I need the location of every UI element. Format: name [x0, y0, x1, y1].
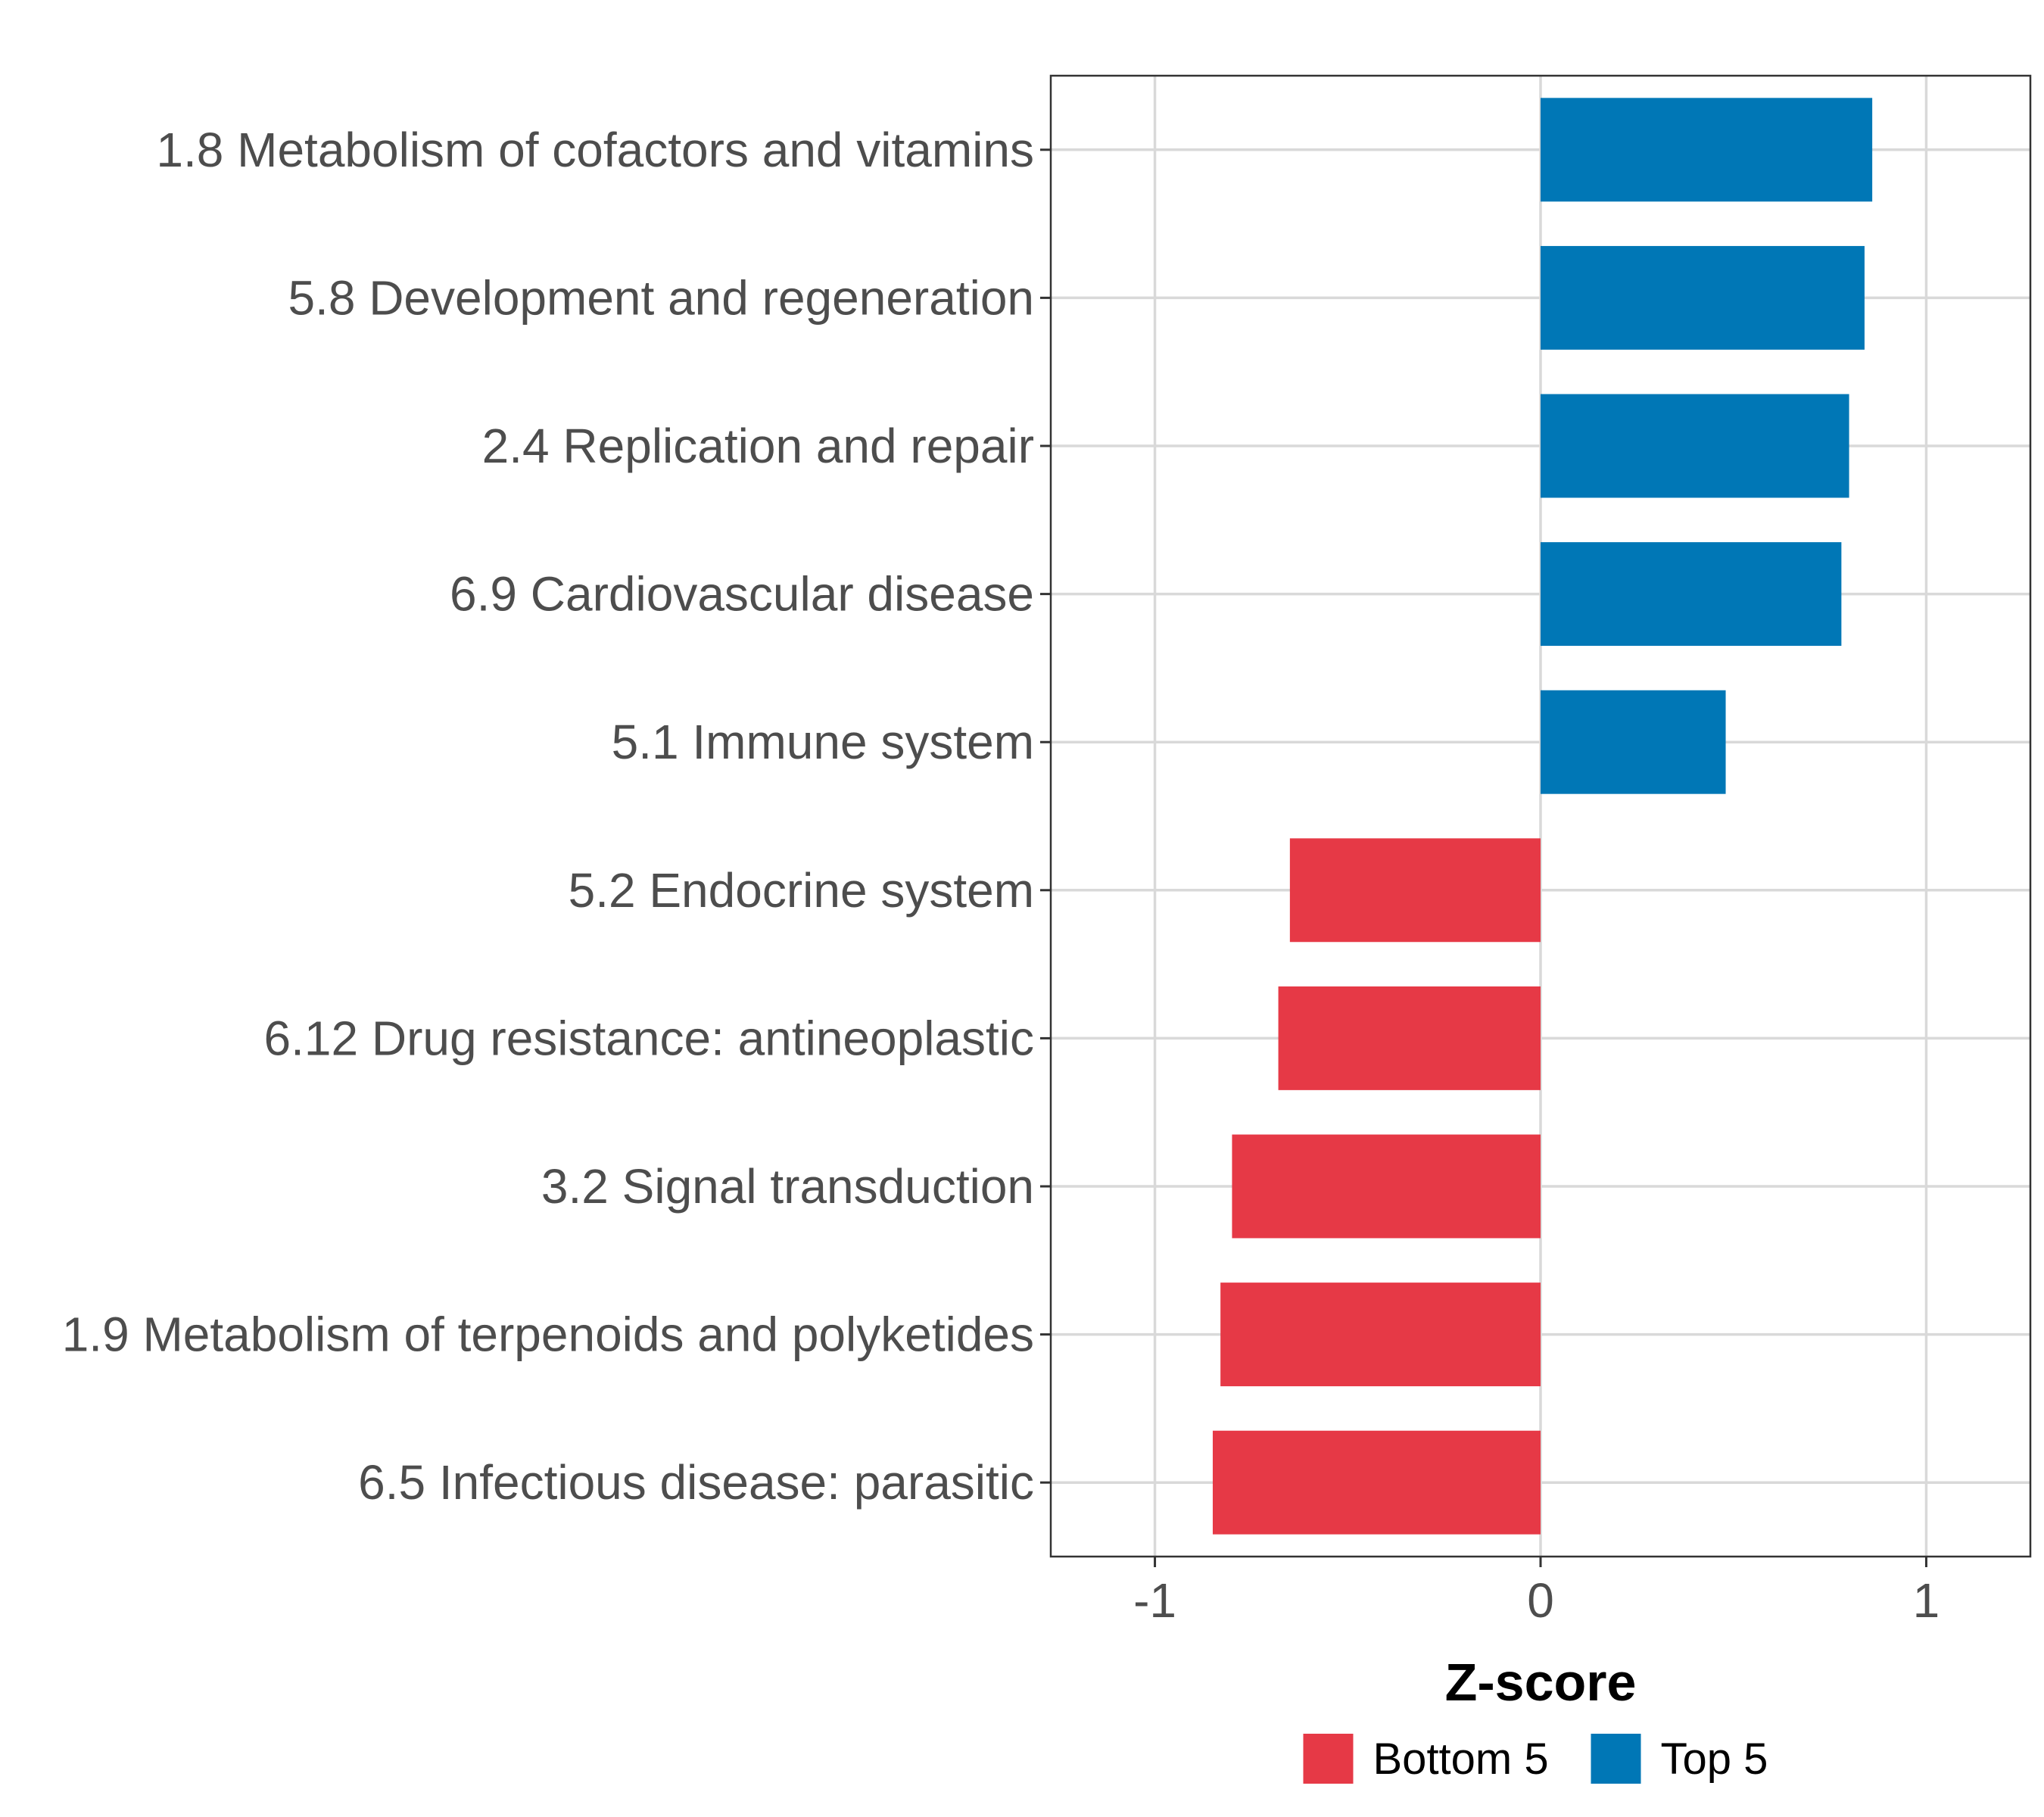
x-tick-label: 1 [1913, 1573, 1940, 1628]
category-label: 5.2 Endocrine system [569, 863, 1034, 918]
category-label: 2.4 Replication and repair [482, 419, 1034, 473]
bar-6 [1289, 838, 1541, 943]
category-label: 6.5 Infectious disease: parasitic [358, 1455, 1034, 1510]
bar-10 [1212, 1430, 1541, 1535]
category-label: 1.9 Metabolism of terpenoids and polyket… [62, 1307, 1034, 1362]
bar-1 [1541, 98, 1873, 202]
x-tick-label: 0 [1527, 1573, 1554, 1628]
y-axis: 1.8 Metabolism of cofactors and vitamins… [62, 123, 1051, 1510]
category-label: 5.1 Immune system [612, 715, 1034, 769]
legend-swatch-2 [1591, 1734, 1641, 1784]
legend-label: Bottom 5 [1373, 1734, 1549, 1784]
category-label: 6.9 Cardiovascular disease [450, 567, 1034, 622]
bar-2 [1541, 245, 1865, 350]
category-label: 1.8 Metabolism of cofactors and vitamins [156, 123, 1034, 177]
x-axis: -1 0 1 [1133, 1557, 1940, 1628]
bars [1212, 98, 1873, 1535]
category-label: 6.12 Drug resistance: antineoplastic [264, 1011, 1034, 1065]
bar-5 [1541, 690, 1726, 794]
bar-9 [1220, 1282, 1541, 1387]
bar-4 [1541, 542, 1842, 647]
category-label: 3.2 Signal transduction [541, 1159, 1034, 1214]
legend: Bottom 5 Top 5 [1303, 1734, 1768, 1784]
x-axis-title: Z-score [1445, 1653, 1637, 1712]
legend-label: Top 5 [1661, 1734, 1768, 1784]
x-tick-label: -1 [1133, 1573, 1176, 1628]
bar-8 [1232, 1134, 1541, 1239]
bar-3 [1541, 394, 1849, 498]
bar-7 [1278, 986, 1541, 1090]
legend-swatch-1 [1303, 1734, 1354, 1784]
category-label: 5.8 Development and regeneration [288, 270, 1034, 325]
